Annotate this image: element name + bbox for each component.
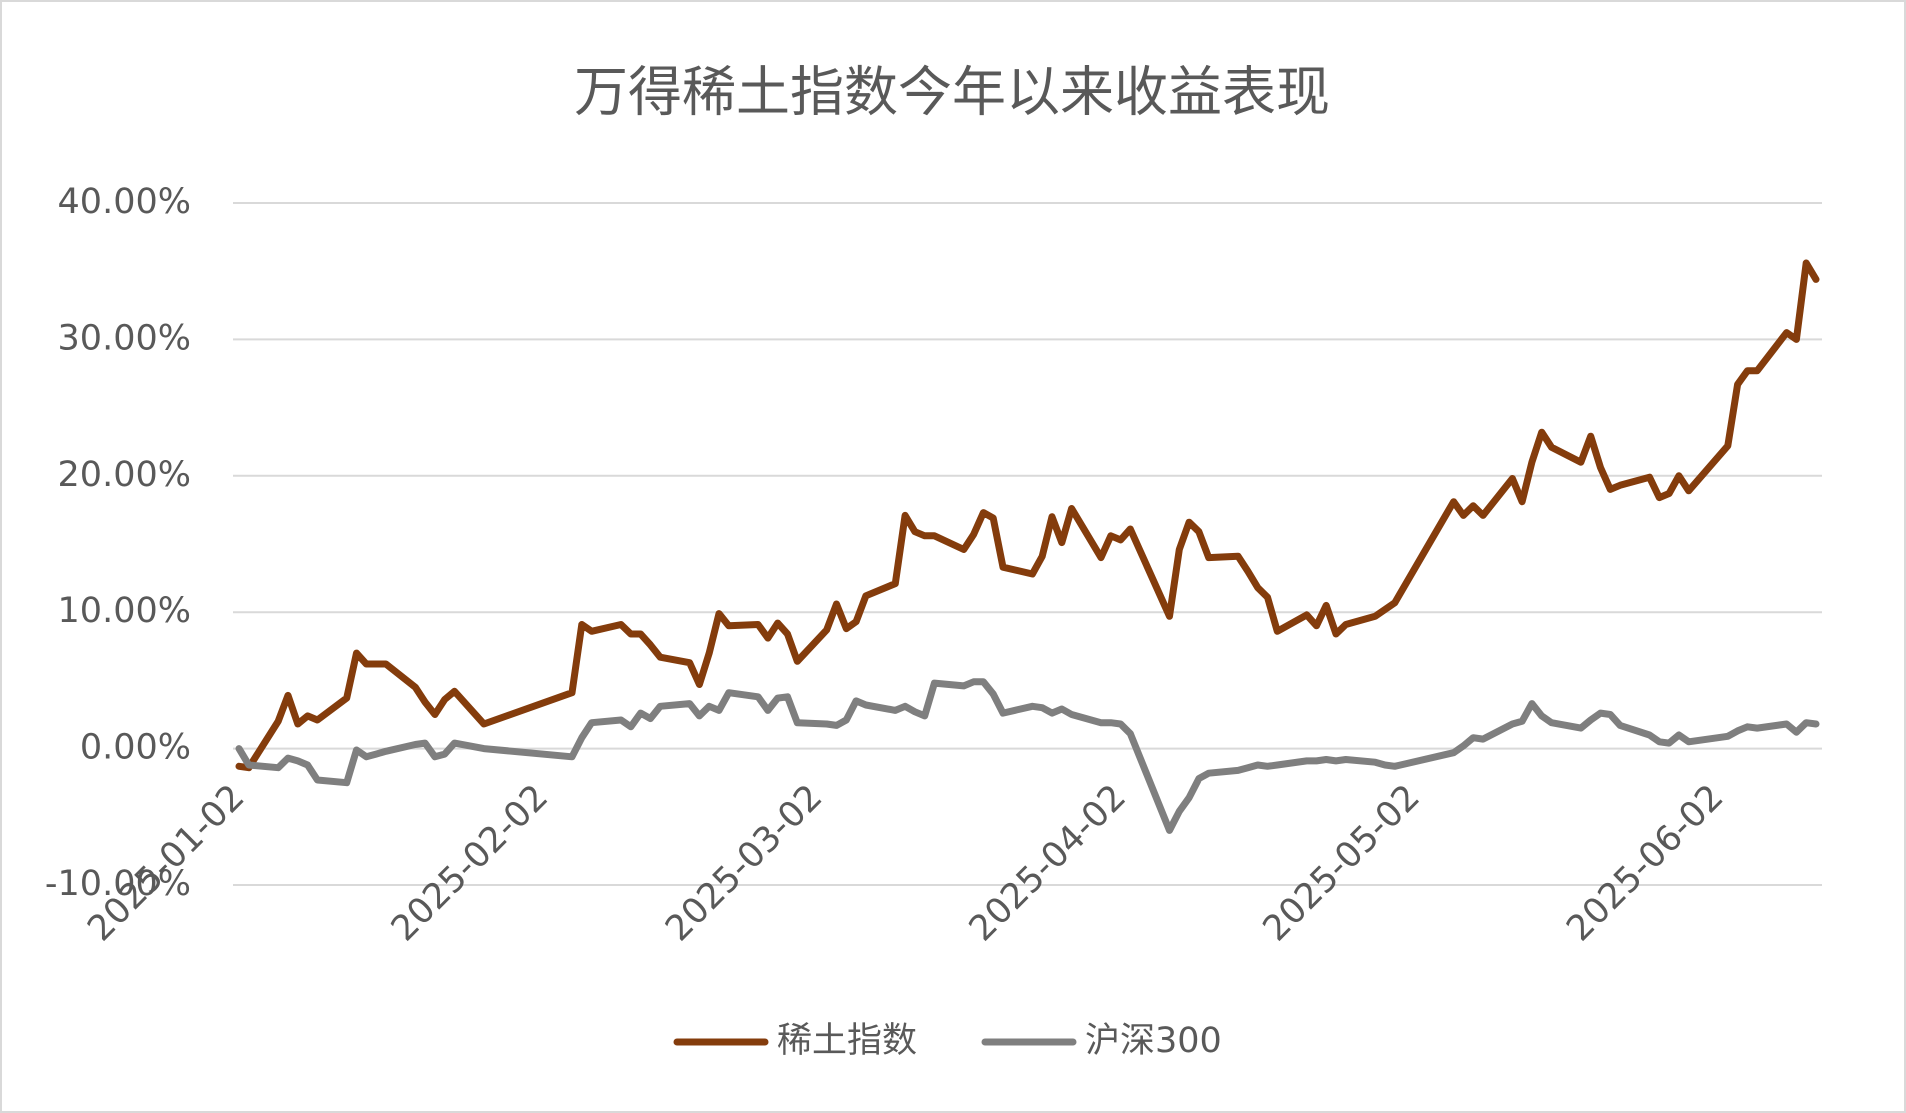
chart-title: 万得稀土指数今年以来收益表现 bbox=[574, 61, 1330, 124]
y-tick-label: 30.00% bbox=[58, 318, 191, 358]
y-tick-label: 10.00% bbox=[58, 591, 191, 631]
y-tick-label: 0.00% bbox=[80, 728, 191, 768]
legend-label: 稀土指数 bbox=[777, 1021, 917, 1061]
y-tick-label: 20.00% bbox=[58, 455, 191, 495]
series-line bbox=[235, 259, 1820, 772]
series-line bbox=[235, 678, 1820, 834]
legend-label: 沪深300 bbox=[1085, 1021, 1222, 1061]
y-tick-label: -10.00% bbox=[45, 864, 191, 904]
y-tick-label: 40.00% bbox=[58, 182, 191, 222]
